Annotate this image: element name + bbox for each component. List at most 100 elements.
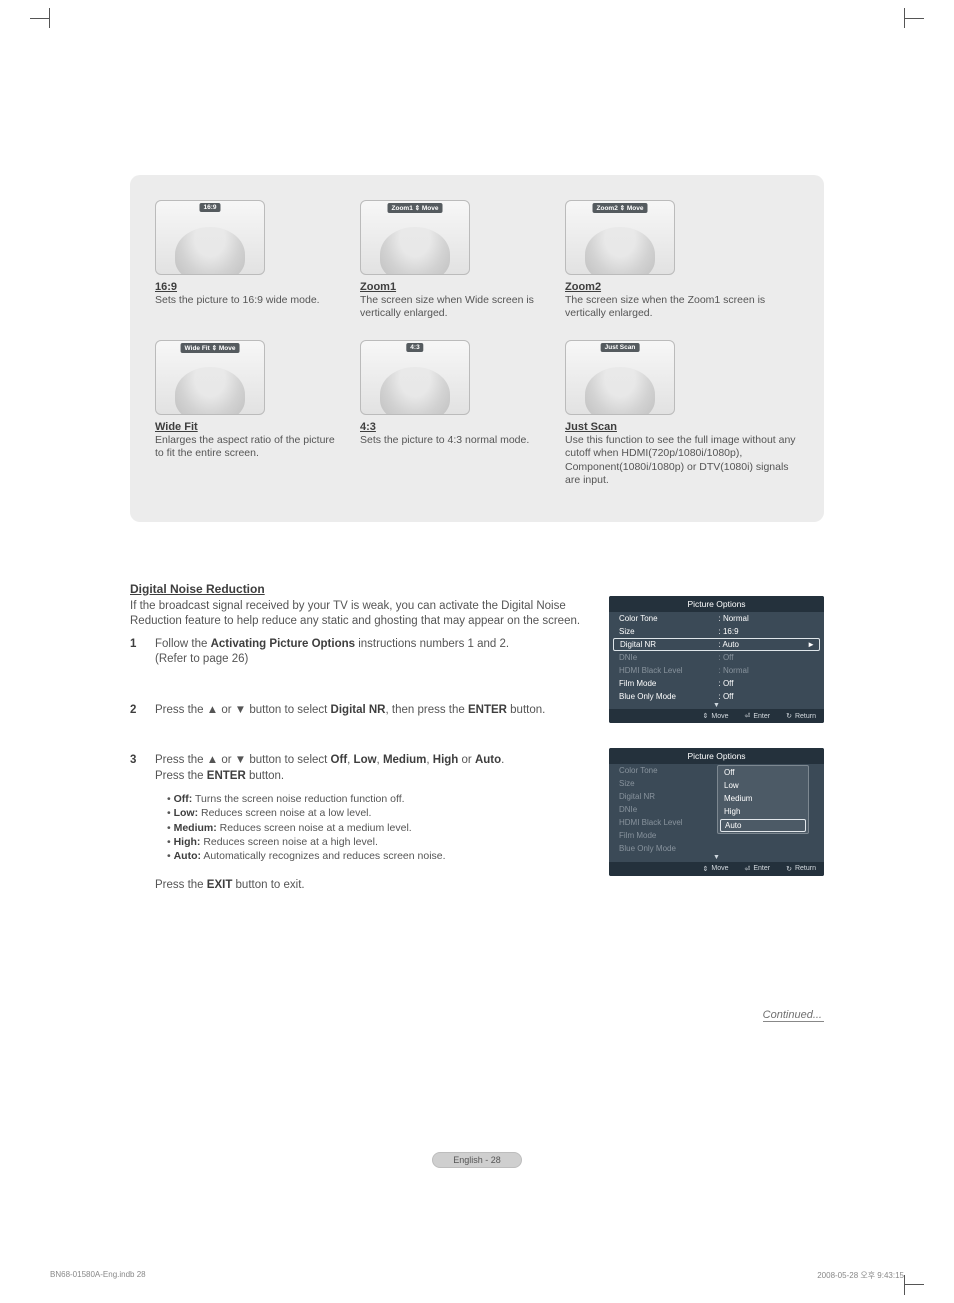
- footer-file: BN68-01580A-Eng.indb 28: [50, 1270, 146, 1281]
- sub-high: High: Reduces screen noise at a high lev…: [167, 835, 584, 849]
- thumb-label: Zoom1 ⇕ Move: [388, 203, 443, 213]
- footer-move: ⇕ Move: [703, 865, 729, 873]
- sub-text: Reduces screen noise at a medium level.: [217, 822, 412, 834]
- thumb-label: Just Scan: [601, 343, 640, 352]
- footer-enter: ⏎ Enter: [745, 865, 771, 873]
- more-indicator-icon: ▼: [609, 703, 824, 710]
- osd-row: Blue Only Mode: Off: [609, 690, 824, 703]
- thumb-label: Wide Fit ⇕ Move: [181, 343, 240, 353]
- step-text: , then press the: [386, 704, 468, 716]
- step-number: 2: [130, 703, 155, 719]
- footer-return: ↻ Return: [786, 865, 816, 873]
- section-title: Digital Noise Reduction: [130, 582, 824, 596]
- step-text: or: [458, 754, 475, 766]
- mode-title: 4:3: [360, 421, 540, 433]
- footer-label: Move: [711, 865, 728, 872]
- footer-label: Return: [795, 865, 816, 872]
- sub-auto: Auto: Automatically recognizes and reduc…: [167, 849, 584, 863]
- step-text: Press the ▲ or ▼ button to select: [155, 704, 331, 716]
- step-number: 1: [130, 637, 155, 668]
- osd-label: Film Mode: [619, 679, 715, 688]
- mode-zoom2: Zoom2 ⇕ Move Zoom2 The screen size when …: [565, 200, 799, 320]
- osd-label: DNIe: [619, 653, 715, 662]
- mode-title: Zoom1: [360, 281, 540, 293]
- osd-label: Color Tone: [619, 614, 715, 623]
- step-bold: Digital NR: [331, 704, 386, 716]
- footer-move: ⇕ Move: [703, 712, 729, 720]
- osd-header: Picture Options: [609, 748, 824, 764]
- osd-value: : Off: [715, 653, 815, 662]
- step-bold: High: [433, 754, 459, 766]
- arrow-right-icon: ►: [807, 640, 815, 649]
- osd-dropdown[interactable]: Off Low Medium High Auto: [717, 765, 809, 834]
- dropdown-item-selected[interactable]: Auto: [720, 819, 806, 832]
- osd-header: Picture Options: [609, 596, 824, 612]
- picture-size-panel: 16:9 16:9 Sets the picture to 16:9 wide …: [130, 175, 824, 522]
- step-text: button.: [507, 704, 545, 716]
- exit-line: Press the EXIT button to exit.: [155, 878, 584, 894]
- dropdown-item[interactable]: Medium: [718, 792, 808, 805]
- step-text: button to exit.: [232, 879, 304, 891]
- osd-label: Size: [619, 779, 715, 788]
- mode-description: The screen size when Wide screen is vert…: [360, 294, 540, 320]
- osd-label: Size: [619, 627, 715, 636]
- sub-bold: High:: [174, 836, 201, 848]
- osd-label: DNIe: [619, 805, 715, 814]
- mode-thumbnail: Zoom1 ⇕ Move: [360, 200, 470, 275]
- mode-description: Enlarges the aspect ratio of the picture…: [155, 434, 335, 460]
- step-bold: Low: [354, 754, 377, 766]
- thumb-label: 4:3: [406, 343, 423, 352]
- sub-text: Reduces screen noise at a high level.: [200, 836, 377, 848]
- mode-just-scan: Just Scan Just Scan Use this function to…: [565, 340, 799, 487]
- osd-row: Film Mode: Off: [609, 677, 824, 690]
- osd-row: Color Tone: Normal: [609, 612, 824, 625]
- osd-value: : Normal: [715, 614, 815, 623]
- sub-off: Off: Turns the screen noise reduction fu…: [167, 792, 584, 806]
- mode-description: Sets the picture to 4:3 normal mode.: [360, 434, 540, 447]
- osd-row: HDMI Black Level: Normal: [609, 664, 824, 677]
- footer-enter: ⏎ Enter: [745, 712, 771, 720]
- sub-bold: Off:: [174, 793, 193, 805]
- mode-title: 16:9: [155, 281, 335, 293]
- print-footer: BN68-01580A-Eng.indb 28 2008-05-28 오후 9:…: [50, 1270, 904, 1281]
- mode-title: Wide Fit: [155, 421, 335, 433]
- dropdown-item[interactable]: High: [718, 805, 808, 818]
- continued-label: Continued...: [763, 1009, 824, 1022]
- sub-bold: Low:: [174, 807, 199, 819]
- step-text: Press the ▲ or ▼ button to select: [155, 754, 331, 766]
- thumb-label: Zoom2 ⇕ Move: [593, 203, 648, 213]
- mode-title: Zoom2: [565, 281, 799, 293]
- mode-16-9: 16:9 16:9 Sets the picture to 16:9 wide …: [155, 200, 335, 320]
- osd-label: Color Tone: [619, 766, 715, 775]
- osd-label: HDMI Black Level: [619, 818, 715, 827]
- step-bold: Off: [331, 754, 348, 766]
- sub-text: Reduces screen noise at a low level.: [198, 807, 371, 819]
- osd-footer: ⇕ Move ⏎ Enter ↻ Return: [609, 862, 824, 876]
- mode-thumbnail: Just Scan: [565, 340, 675, 415]
- sub-low: Low: Reduces screen noise at a low level…: [167, 806, 584, 820]
- osd-value: : Off: [715, 692, 815, 701]
- mode-thumbnail: 16:9: [155, 200, 265, 275]
- step-bold: ENTER: [207, 770, 246, 782]
- dropdown-item[interactable]: Low: [718, 779, 808, 792]
- footer-label: Move: [711, 713, 728, 720]
- mode-thumbnail: Zoom2 ⇕ Move: [565, 200, 675, 275]
- sub-text: Automatically recognizes and reduces scr…: [201, 850, 446, 862]
- thumb-label: 16:9: [199, 203, 220, 212]
- mode-description: The screen size when the Zoom1 screen is…: [565, 294, 799, 320]
- sub-bold: Auto:: [174, 850, 201, 862]
- dropdown-item[interactable]: Off: [718, 766, 808, 779]
- footer-label: Enter: [753, 713, 770, 720]
- footer-return: ↻ Return: [786, 712, 816, 720]
- sub-medium: Medium: Reduces screen noise at a medium…: [167, 821, 584, 835]
- osd-label: Film Mode: [619, 831, 715, 840]
- page-number-badge: English - 28: [432, 1152, 522, 1168]
- osd-row-selected[interactable]: Digital NR: Auto►: [613, 638, 820, 651]
- osd-footer: ⇕ Move ⏎ Enter ↻ Return: [609, 709, 824, 723]
- mode-thumbnail: Wide Fit ⇕ Move: [155, 340, 265, 415]
- osd-label: Digital NR: [619, 792, 715, 801]
- step-text: (Refer to page 26): [155, 653, 248, 665]
- osd-value: : Auto: [715, 640, 814, 649]
- mode-description: Use this function to see the full image …: [565, 434, 799, 487]
- osd-value: : Off: [715, 679, 815, 688]
